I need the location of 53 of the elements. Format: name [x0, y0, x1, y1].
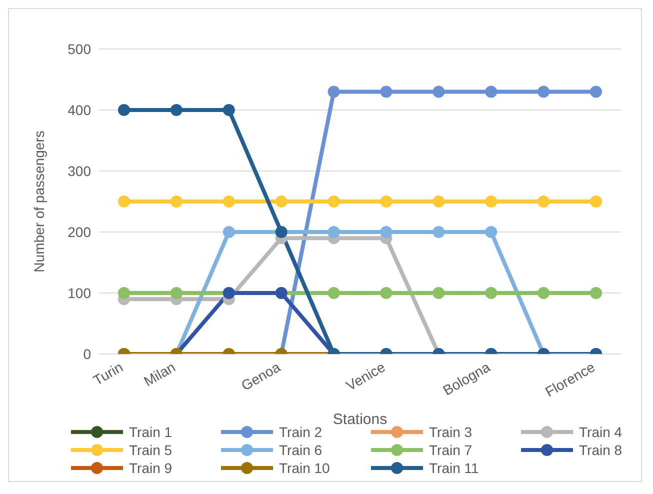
point — [590, 86, 602, 98]
point — [538, 287, 550, 299]
point — [380, 226, 392, 238]
point — [328, 226, 340, 238]
point — [222, 104, 235, 116]
legend-label: Train 6 — [279, 442, 322, 458]
legend-label: Train 2 — [279, 424, 322, 440]
legend-label: Train 3 — [429, 424, 472, 440]
point — [170, 104, 182, 116]
legend-label: Train 4 — [579, 424, 622, 440]
point — [118, 196, 130, 208]
point — [485, 196, 498, 208]
point — [170, 196, 182, 208]
point — [485, 287, 498, 299]
point — [485, 226, 498, 238]
point — [380, 86, 392, 98]
x-tick-label: Milan — [140, 358, 178, 390]
point — [328, 196, 340, 208]
point — [485, 86, 498, 98]
legend-label: Train 8 — [579, 442, 622, 458]
point — [432, 86, 445, 98]
point — [328, 287, 340, 299]
legend-label: Train 11 — [429, 460, 479, 476]
legend-label: Train 10 — [279, 460, 330, 476]
legend-label: Train 9 — [129, 460, 172, 476]
legend-label: Train 1 — [129, 424, 172, 440]
legend-label: Train 7 — [429, 442, 472, 458]
y-axis-title: Number of passengers — [30, 130, 47, 272]
point — [222, 226, 235, 238]
point — [432, 287, 445, 299]
x-tick-label: Turin — [90, 358, 126, 388]
point — [275, 196, 288, 208]
point — [380, 196, 392, 208]
y-tick-label: 400 — [68, 102, 92, 118]
point — [538, 196, 550, 208]
y-tick-label: 500 — [68, 40, 92, 57]
point — [222, 196, 235, 208]
point — [328, 86, 340, 98]
point — [590, 196, 602, 208]
legend-label: Train 5 — [129, 442, 172, 458]
point — [118, 104, 130, 116]
point — [590, 287, 602, 299]
point — [118, 287, 130, 299]
point — [538, 86, 550, 98]
point — [432, 196, 445, 208]
x-axis-title: Stations — [332, 411, 388, 428]
y-tick-label: 200 — [68, 224, 92, 240]
y-tick-label: 300 — [68, 162, 92, 179]
point — [380, 287, 392, 299]
y-tick-label: 0 — [83, 346, 92, 362]
y-tick-label: 100 — [68, 284, 92, 301]
point — [170, 287, 182, 299]
point — [432, 226, 445, 238]
